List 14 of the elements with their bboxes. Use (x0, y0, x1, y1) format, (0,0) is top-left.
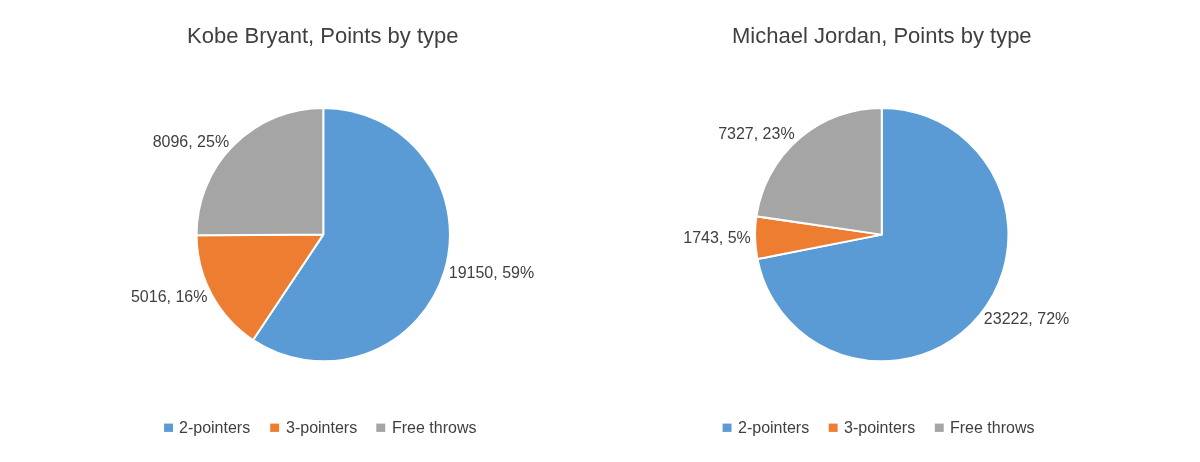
data-label: 5016, 16% (130, 288, 208, 306)
data-label: 7327, 23% (718, 125, 795, 143)
legend-label: 3-pointers (844, 419, 916, 436)
legend-label: 2-pointers (738, 419, 810, 436)
data-label: 8096, 25% (152, 132, 230, 150)
data-label: 19150, 59% (448, 263, 535, 281)
data-label: 1743, 5% (683, 229, 751, 247)
legend-label: 2-pointers (179, 419, 251, 436)
legend-label: 3-pointers (286, 419, 358, 436)
legend-label: Free throws (950, 419, 1035, 436)
legend-label: Free throws (392, 419, 477, 436)
chart-title: Kobe Bryant, Points by type (187, 23, 459, 48)
data-label: 23222, 72% (983, 310, 1070, 328)
chart-title: Michael Jordan, Points by type (732, 23, 1032, 48)
